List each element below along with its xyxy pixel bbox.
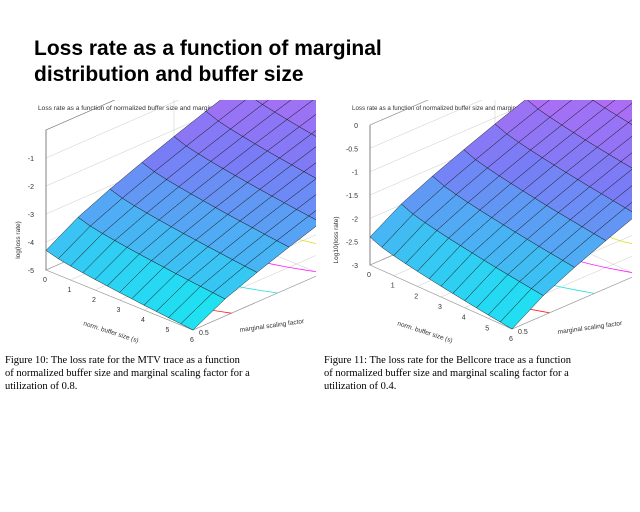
- x-tick-label: 1: [68, 287, 72, 294]
- surface-patch: [308, 210, 316, 221]
- x-axis-label: norm. buffer size (s): [82, 320, 139, 344]
- figure-11-caption-line-2: of normalized buffer size and marginal s…: [324, 368, 569, 379]
- y-axis-label: marginal scaling factor: [557, 320, 623, 336]
- y-tick-label: 0.5: [199, 330, 209, 337]
- x-grid-line: [192, 275, 316, 331]
- x-grid-line: [511, 276, 632, 330]
- z-grid-line: [369, 100, 483, 149]
- z-tick-label: -3: [28, 212, 34, 219]
- z-grid-line: [45, 100, 244, 187]
- x-tick-label: 2: [414, 293, 418, 300]
- x-tick-label: 2: [92, 297, 96, 304]
- slide-title-line-1: Loss rate as a function of marginal: [34, 37, 382, 60]
- x-grid-line: [168, 255, 316, 321]
- slide-title-line-2: distribution and buffer size: [34, 63, 304, 86]
- z-tick-label: -1: [352, 170, 358, 177]
- chart-title: Loss rate as a function of normalized bu…: [352, 105, 589, 112]
- x-tick-label: 6: [190, 337, 194, 344]
- y-tick-label: 0.5: [518, 329, 528, 336]
- x-tick-label: 3: [438, 304, 442, 311]
- figure-10-caption: Figure 10: The loss rate for the MTV tra…: [5, 354, 250, 393]
- x-tick-label: 1: [391, 283, 395, 290]
- z-tick-label: 0: [354, 123, 358, 130]
- surface-patch: [311, 130, 316, 137]
- x-tick-label: 5: [485, 325, 489, 332]
- y-axis-label: marginal scaling factor: [239, 318, 305, 334]
- z-axis-label: log(loss rate): [15, 221, 22, 259]
- x-grid-line: [488, 256, 632, 319]
- surface-patch: [624, 201, 632, 213]
- surface-patch: [628, 119, 632, 125]
- z-tick-label: -4: [28, 240, 34, 247]
- figure-10-caption-line-3: utilization of 0.8.: [5, 381, 78, 392]
- slide-title: Loss rate as a function of marginal dist…: [34, 36, 594, 88]
- z-tick-label: -1.5: [346, 193, 358, 200]
- z-tick-label: -5: [28, 268, 34, 275]
- x-tick-label: 4: [462, 315, 466, 322]
- z-tick-label: -2: [352, 216, 358, 223]
- figure-10-caption-line-2: of normalized buffer size and marginal s…: [5, 368, 250, 379]
- z-tick-label: -3: [352, 263, 358, 270]
- bellcore-surface-chart: Loss rate as a function of normalized bu…: [333, 100, 632, 345]
- x-tick-label: 6: [509, 336, 513, 343]
- x-tick-label: 3: [117, 307, 121, 314]
- z-tick-label: -2.5: [346, 240, 358, 247]
- figure-11-caption-line-1: Figure 11: The loss rate for the Bellcor…: [324, 355, 571, 366]
- x-axis-label: norm. buffer size (s): [396, 320, 453, 344]
- surface-patch: [499, 288, 544, 330]
- surface-patch: [180, 292, 226, 331]
- z-tick-label: -0.5: [346, 146, 358, 153]
- x-tick-label: 4: [141, 317, 145, 324]
- z-tick-label: -1: [28, 156, 34, 163]
- z-grid-line: [45, 100, 180, 159]
- mtv-surface-chart: Loss rate as a function of normalized bu…: [15, 100, 316, 345]
- z-tick-label: -2: [28, 184, 34, 191]
- z-axis-label: Log10(loss rate): [333, 217, 340, 264]
- figure-11-caption-line-3: utilization of 0.4.: [324, 381, 397, 392]
- figure-11-caption: Figure 11: The loss rate for the Bellcor…: [324, 354, 571, 393]
- x-tick-label: 0: [367, 272, 371, 279]
- x-tick-label: 5: [166, 327, 170, 334]
- x-tick-label: 0: [43, 277, 47, 284]
- figure-10-caption-line-1: Figure 10: The loss rate for the MTV tra…: [5, 355, 240, 366]
- z-grid-line: [369, 100, 537, 172]
